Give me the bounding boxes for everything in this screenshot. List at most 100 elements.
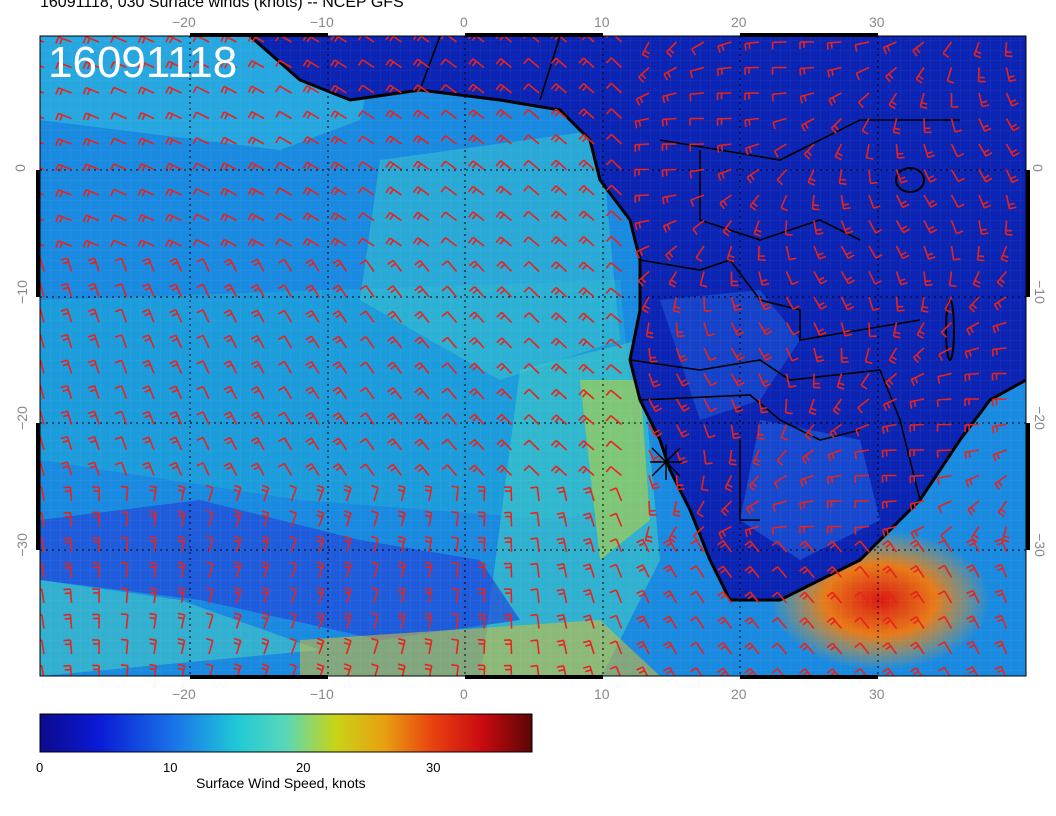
wind-barb (40, 410, 45, 425)
wind-barb (504, 639, 513, 655)
lat-tick-right-4: −30 (1031, 533, 1048, 557)
wind-barb (780, 194, 789, 212)
wind-barb (196, 309, 210, 323)
wind-barb (826, 642, 843, 655)
wind-barb (468, 388, 485, 400)
lon-tick-bottom-4: 10 (594, 686, 610, 702)
wind-barb (663, 590, 678, 604)
wind-barb (882, 591, 898, 604)
wind-barb (648, 424, 663, 438)
wind-barb (703, 347, 717, 362)
wind-barb (752, 449, 761, 467)
wind-barb (451, 612, 460, 629)
wind-barb (757, 245, 766, 261)
wind-barb (477, 536, 486, 553)
wind-barb (938, 347, 952, 361)
wind-barb (165, 137, 182, 146)
wind-barb (261, 586, 270, 604)
wind-barb (991, 372, 1007, 381)
wind-barb (826, 474, 842, 485)
wind-barb (40, 218, 45, 222)
wind-barb (40, 308, 45, 323)
wind-barb (689, 66, 705, 79)
wind-barb (888, 92, 898, 110)
wind-barb (689, 565, 705, 578)
wind-barb (719, 194, 732, 210)
wind-barb (758, 322, 773, 336)
wind-barb (177, 561, 186, 578)
wind-barb (359, 437, 375, 451)
wind-barb (496, 388, 513, 400)
wind-barb (387, 336, 403, 349)
wind-barb (744, 616, 760, 629)
wind-barb (799, 474, 815, 487)
wind-barb (223, 360, 238, 374)
wind-barb (578, 465, 595, 477)
wind-barb (638, 66, 650, 83)
wind-barb (441, 336, 458, 349)
wind-barb (275, 59, 292, 69)
lat-tick-right-1: 0 (1029, 164, 1046, 172)
wind-barb (477, 664, 486, 676)
wind-barb (882, 642, 898, 655)
wind-barb (784, 220, 793, 236)
wind-barb (114, 308, 128, 323)
wind-barb (92, 486, 100, 502)
wind-barb (648, 475, 660, 490)
wind-barb (92, 639, 100, 655)
wind-barb (359, 310, 375, 323)
wind-barb (441, 285, 458, 298)
wind-barb (40, 486, 45, 502)
wind-barb (636, 564, 650, 578)
wind-barb (55, 36, 72, 45)
wind-barb (261, 663, 270, 676)
wind-barb (55, 240, 72, 249)
wind-barb (477, 613, 486, 629)
wind-barb (717, 642, 733, 655)
wind-barb (609, 640, 623, 655)
wind-barb (261, 484, 270, 502)
wind-barb (799, 642, 815, 655)
wind-barb (550, 414, 568, 426)
wind-barb (716, 143, 732, 153)
wind-barb (661, 194, 677, 205)
wind-barb (141, 283, 155, 298)
wind-barb (110, 86, 127, 95)
wind-barb (578, 389, 595, 400)
wind-barb (223, 283, 238, 298)
wind-barb (776, 449, 788, 466)
wind-barb (305, 335, 320, 349)
wind-barb (169, 436, 183, 451)
wind-barb (330, 84, 347, 94)
wind-barb (675, 347, 688, 363)
wind-barb (523, 210, 540, 222)
wind-barb (40, 384, 45, 400)
wind-barb (923, 271, 933, 287)
wind-barb (177, 587, 186, 604)
wind-barb (938, 564, 953, 578)
wind-barb (149, 485, 158, 502)
wind-barb (196, 283, 210, 298)
wind-barb (578, 287, 595, 298)
wind-barb (910, 372, 925, 387)
wind-barb (371, 586, 379, 604)
wind-barb (744, 66, 760, 75)
wind-barb (556, 512, 568, 527)
wind-barb (277, 386, 293, 400)
wind-barb (720, 500, 733, 517)
wind-barb (205, 484, 214, 502)
wind-barb (223, 309, 238, 323)
lat-tick-left-2: −10 (13, 280, 30, 304)
wind-barb (785, 347, 799, 362)
wind-barb (605, 261, 623, 273)
lon-tick-bottom-6: 30 (869, 686, 885, 702)
wind-barb (1004, 41, 1013, 58)
wind-barb (110, 36, 127, 44)
wind-barb (909, 590, 925, 604)
wind-barb (785, 373, 797, 388)
wind-barb (523, 108, 540, 120)
wind-barb (578, 210, 595, 222)
wind-barb (60, 282, 73, 298)
wind-barb (120, 664, 129, 676)
wind-barb (397, 663, 406, 676)
